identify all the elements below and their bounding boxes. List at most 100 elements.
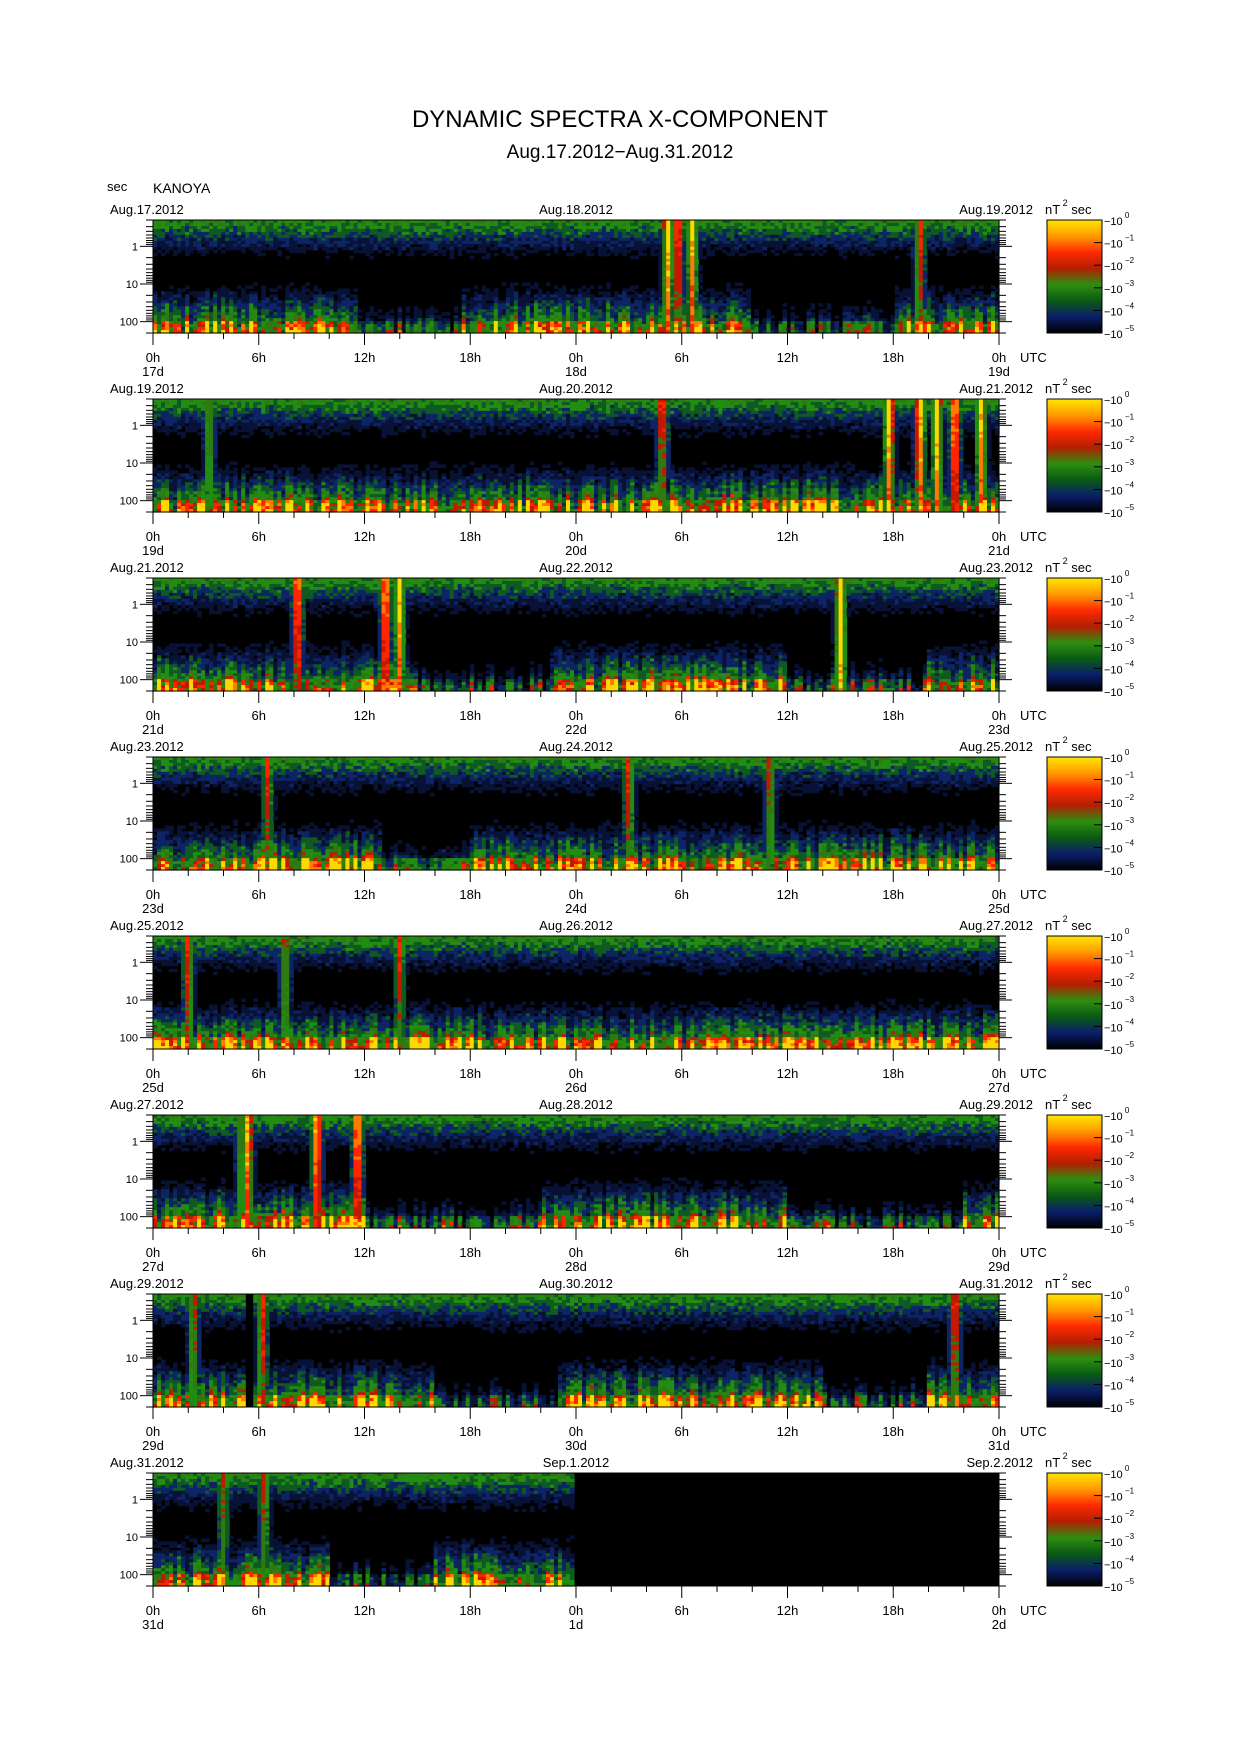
spectrogram-cell <box>233 247 238 251</box>
spectrogram-cell <box>173 253 178 257</box>
spectrogram-cell <box>406 309 411 313</box>
spectrogram-cell <box>414 241 419 245</box>
spectrogram-cell <box>153 247 158 251</box>
spectrogram-cell <box>181 247 186 251</box>
spectrogram-cell <box>277 244 282 248</box>
spectrogram-cell <box>446 247 451 251</box>
spectrogram-cell <box>221 250 226 254</box>
spectrogram-cell <box>285 247 290 251</box>
spectrogram-cell <box>710 241 715 245</box>
spectrogram-cell <box>722 297 727 301</box>
spectrogram-cell <box>442 312 447 316</box>
spectrogram-cell <box>386 253 391 257</box>
spectrogram-cell <box>590 285 595 289</box>
spectrogram-cell <box>285 256 290 260</box>
spectrogram-cell <box>313 247 318 251</box>
spectrogram-cell <box>221 244 226 248</box>
spectrogram-cell <box>530 285 535 289</box>
spectrogram-cell <box>329 250 334 254</box>
spectrogram-cell <box>546 247 551 251</box>
spectrogram-cell <box>502 282 507 286</box>
spectrogram-cell <box>630 256 635 260</box>
spectrogram-cell <box>546 253 551 257</box>
spectrogram-cell <box>518 247 523 251</box>
spectrogram-cell <box>353 288 358 292</box>
spectrogram-cell <box>606 247 611 251</box>
spectrogram-cell <box>562 247 567 251</box>
spectrogram-cell <box>530 250 535 254</box>
spectrogram-cell <box>394 321 399 325</box>
spectrogram-cell <box>305 282 310 286</box>
spectrogram-cell <box>506 253 511 257</box>
spectrogram-cell <box>554 285 559 289</box>
spectrogram-cell <box>570 253 575 257</box>
spectrogram-cell <box>357 244 362 248</box>
spectrogram-cell <box>726 288 731 292</box>
spectrogram-cell <box>466 288 471 292</box>
spectrogram-cell <box>466 244 471 248</box>
spectrogram-cell <box>642 253 647 257</box>
spectrogram-cell <box>702 291 707 295</box>
spectrogram-cell <box>482 288 487 292</box>
spectrogram-cell <box>406 244 411 248</box>
spectrogram-cell <box>514 282 519 286</box>
spectrogram-cell <box>193 294 198 298</box>
spectrogram-cell <box>349 256 354 260</box>
spectrogram-cell <box>277 253 282 257</box>
spectrogram-cell <box>534 285 539 289</box>
spectrogram-cell <box>390 309 395 313</box>
spectrogram-cell <box>646 294 651 298</box>
spectrogram-cell <box>738 244 743 248</box>
spectrogram-cell <box>305 288 310 292</box>
spectrogram-cell <box>410 253 415 257</box>
spectrogram-cell <box>418 247 423 251</box>
spectrogram-cell <box>213 244 218 248</box>
spectrogram-cell <box>161 247 166 251</box>
spectrogram-cell <box>321 247 326 251</box>
panel-1: Aug.17.2012 Aug.18.2012 Aug.19.20121101000… <box>110 198 1135 379</box>
spectrogram-cell <box>738 253 743 257</box>
spectrogram-cell <box>590 253 595 257</box>
spectrogram-cell <box>522 282 527 286</box>
spectrogram-cell <box>486 297 491 301</box>
spectrogram-cell <box>153 253 158 257</box>
spectrogram-cell <box>434 315 439 319</box>
spectrogram-cell <box>357 309 362 313</box>
spectrogram-cell <box>602 241 607 245</box>
spectrogram-cell <box>414 247 419 251</box>
spectrogram-cell <box>237 285 242 289</box>
spectrogram-cell <box>185 285 190 289</box>
spectrogram-cell <box>714 247 719 251</box>
spectrogram-cell <box>189 250 194 254</box>
spectrogram-cell <box>634 285 639 289</box>
spectrogram-cell <box>718 247 723 251</box>
spectrogram-cell <box>738 282 743 286</box>
spectrogram-cell <box>650 253 655 257</box>
spectrogram-cell <box>558 244 563 248</box>
spectrogram-cell <box>161 253 166 257</box>
spectrogram-cell <box>538 247 543 251</box>
spectrogram-cell <box>309 294 314 298</box>
spectrogram-cell <box>345 247 350 251</box>
spectrogram-cell <box>193 247 198 251</box>
spectrogram-cell <box>438 250 443 254</box>
spectrogram-cell <box>157 244 162 248</box>
spectrogram-cell <box>378 244 383 248</box>
spectrogram-cell <box>370 256 375 260</box>
spectrogram-cell <box>309 247 314 251</box>
spectrogram-cell <box>402 247 407 251</box>
spectrogram-cell <box>698 256 703 260</box>
spectrogram-cell <box>466 300 471 304</box>
spectrogram-cell <box>181 288 186 292</box>
spectrogram-cell <box>606 285 611 289</box>
spectrogram-cell <box>626 250 631 254</box>
spectrogram-cell <box>710 253 715 257</box>
spectrogram-cell <box>197 250 202 254</box>
spectrogram-cell <box>526 250 531 254</box>
spectrogram-cell <box>366 253 371 257</box>
spectrogram-cell <box>157 250 162 254</box>
spectrogram-cell <box>626 288 631 292</box>
spectrogram-cell <box>398 253 403 257</box>
spectrogram-cell <box>734 250 739 254</box>
spectrogram-cell <box>626 244 631 248</box>
